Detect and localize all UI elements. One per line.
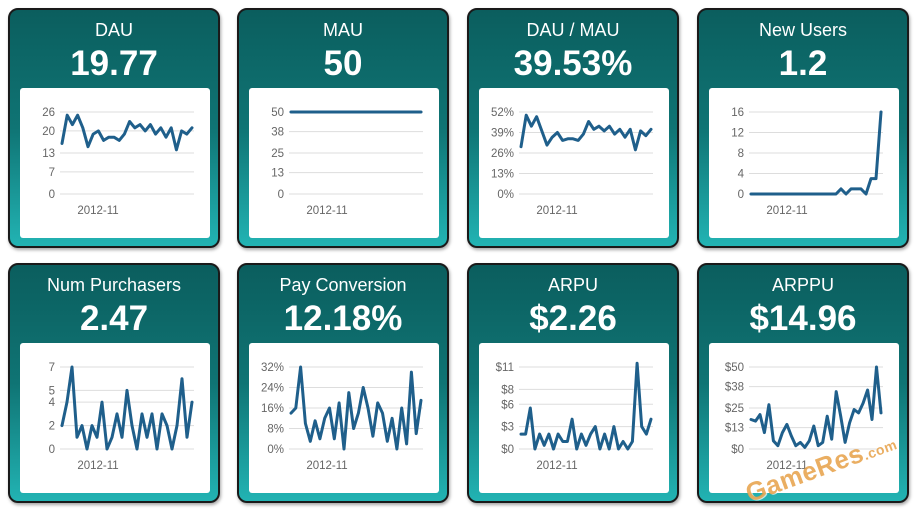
y-tick-label: 13 [42,148,55,160]
pay-conversion-chart: 32% 24% 16% 8% 0% 2012-11 [261,362,423,472]
card-value: 50 [323,44,363,83]
chart-panel: $11 $8 $6 $3 $0 2012-11 [479,343,669,493]
card-value: 19.77 [70,44,158,83]
y-tick-label: 50 [271,107,284,119]
y-tick-label: 12 [731,128,744,140]
card-title: Num Purchasers [46,275,182,295]
y-tick-label: 25 [271,148,284,160]
card-value: 1.2 [778,44,828,83]
y-tick-label: 24% [261,383,284,395]
y-tick-label: 4 [49,397,56,409]
y-tick-label: 0 [738,189,744,201]
card-title: DAU [94,20,133,40]
x-tick-label: 2012-11 [77,460,118,472]
y-tick-label: 38 [271,127,284,139]
y-tick-label: $3 [501,422,514,434]
y-tick-label: $6 [501,399,514,411]
y-tick-label: 2 [49,421,55,433]
y-tick-label: 0% [497,189,514,201]
chart-panel: $50 $38 $25 $13 $0 2012-11 [709,343,899,493]
card-num-purchasers: Num Purchasers 2.47 7 5 4 2 0 2012-11 [8,263,220,503]
card-dau: DAU 19.77 26 20 13 7 0 2012-11 [8,8,220,248]
y-tick-label: $0 [501,444,514,456]
y-tick-label: $0 [731,444,744,456]
num-purchasers-chart: 7 54 2 0 2012-11 [49,362,194,472]
chart-panel: 50 38 25 13 0 2012-11 [249,88,439,238]
card-title: Pay Conversion [279,275,407,295]
x-tick-label: 2012-11 [766,460,807,472]
y-tick-label: $11 [496,362,514,374]
card-title: ARPPU [771,275,834,295]
y-tick-label: $8 [501,384,514,396]
x-tick-label: 2012-11 [306,460,347,472]
y-tick-label: 16% [261,403,284,415]
arpu-chart: $11 $8 $6 $3 $0 2012-11 [496,361,653,472]
y-tick-label: 7 [49,362,55,374]
dau-chart: 26 20 13 7 0 2012-11 [42,107,194,217]
chart-panel: 26 20 13 7 0 2012-11 [20,88,210,238]
card-new-users: New Users 1.2 16 12 8 4 0 2012-11 [697,8,909,248]
y-tick-label: 39% [491,128,514,140]
card-mau: MAU 50 50 38 25 13 0 2012-11 [237,8,449,248]
x-tick-label: 2012-11 [306,205,347,217]
y-tick-label: 4 [738,169,745,181]
card-value: $14.96 [749,299,857,338]
y-tick-label: 5 [49,385,55,397]
series-line [519,113,653,152]
y-tick-label: 52% [491,107,514,119]
y-tick-label: $25 [725,403,744,415]
chart-panel: 7 5 4 2 0 2012-11 [20,343,210,493]
dau-mau-chart: 52% 39% 26% 13% 0% 2012-11 [491,107,653,217]
x-tick-label: 2012-11 [536,460,577,472]
card-title: ARPU [547,275,598,295]
y-tick-label: 0 [49,444,55,456]
card-title: DAU / MAU [526,20,620,40]
x-tick-label: 2012-11 [766,205,807,217]
card-value: 12.18% [283,299,403,338]
y-tick-label: 8 [738,148,744,160]
series-line [289,365,423,451]
card-pay-conversion: Pay Conversion 12.18% 32% 24% 16% 8% 0% 2012-… [237,263,449,503]
y-tick-label: $38 [725,382,744,394]
series-line [749,365,883,449]
chart-panel: 32% 24% 16% 8% 0% 2012-11 [249,343,439,493]
series-line [749,110,883,196]
chart-panel: 16 12 8 4 0 2012-11 [709,88,899,238]
card-value: $2.26 [529,299,617,338]
card-value: 2.47 [79,299,149,338]
y-tick-label: 20 [42,126,55,138]
y-tick-label: 0% [267,444,284,456]
y-tick-label: 0 [49,189,55,201]
new-users-chart: 16 12 8 4 0 2012-11 [731,107,883,217]
y-tick-label: 32% [261,362,284,374]
x-tick-label: 2012-11 [536,205,577,217]
card-dau-mau: DAU / MAU 39.53% 52% 39% 26% 13% 0% 2012-11 [467,8,679,248]
card-value: 39.53% [513,44,633,83]
x-tick-label: 2012-11 [77,205,118,217]
y-tick-label: 0 [278,189,284,201]
y-tick-label: 26% [491,148,514,160]
y-tick-label: $50 [725,362,744,374]
y-tick-label: 16 [731,107,744,119]
y-tick-label: 7 [49,167,55,179]
card-title: New Users [758,20,847,40]
y-tick-label: 13 [271,168,284,180]
y-tick-label: 26 [42,107,55,119]
series-line [60,113,194,152]
y-tick-label: 13% [491,169,514,181]
card-title: MAU [323,20,363,40]
mau-chart: 50 38 25 13 0 2012-11 [271,107,423,217]
series-line [60,365,194,451]
series-line [519,361,653,451]
chart-panel: 52% 39% 26% 13% 0% 2012-11 [479,88,669,238]
card-arpu: ARPU $2.26 $11 $8 $6 $3 $0 2012-11 [467,263,679,503]
arppu-chart: $50 $38 $25 $13 $0 2012-11 [725,362,883,472]
card-arppu: ARPPU $14.96 $50 $38 $25 $13 $0 2012-11 [697,263,909,503]
y-tick-label: $13 [725,423,744,435]
y-tick-label: 8% [267,424,284,436]
